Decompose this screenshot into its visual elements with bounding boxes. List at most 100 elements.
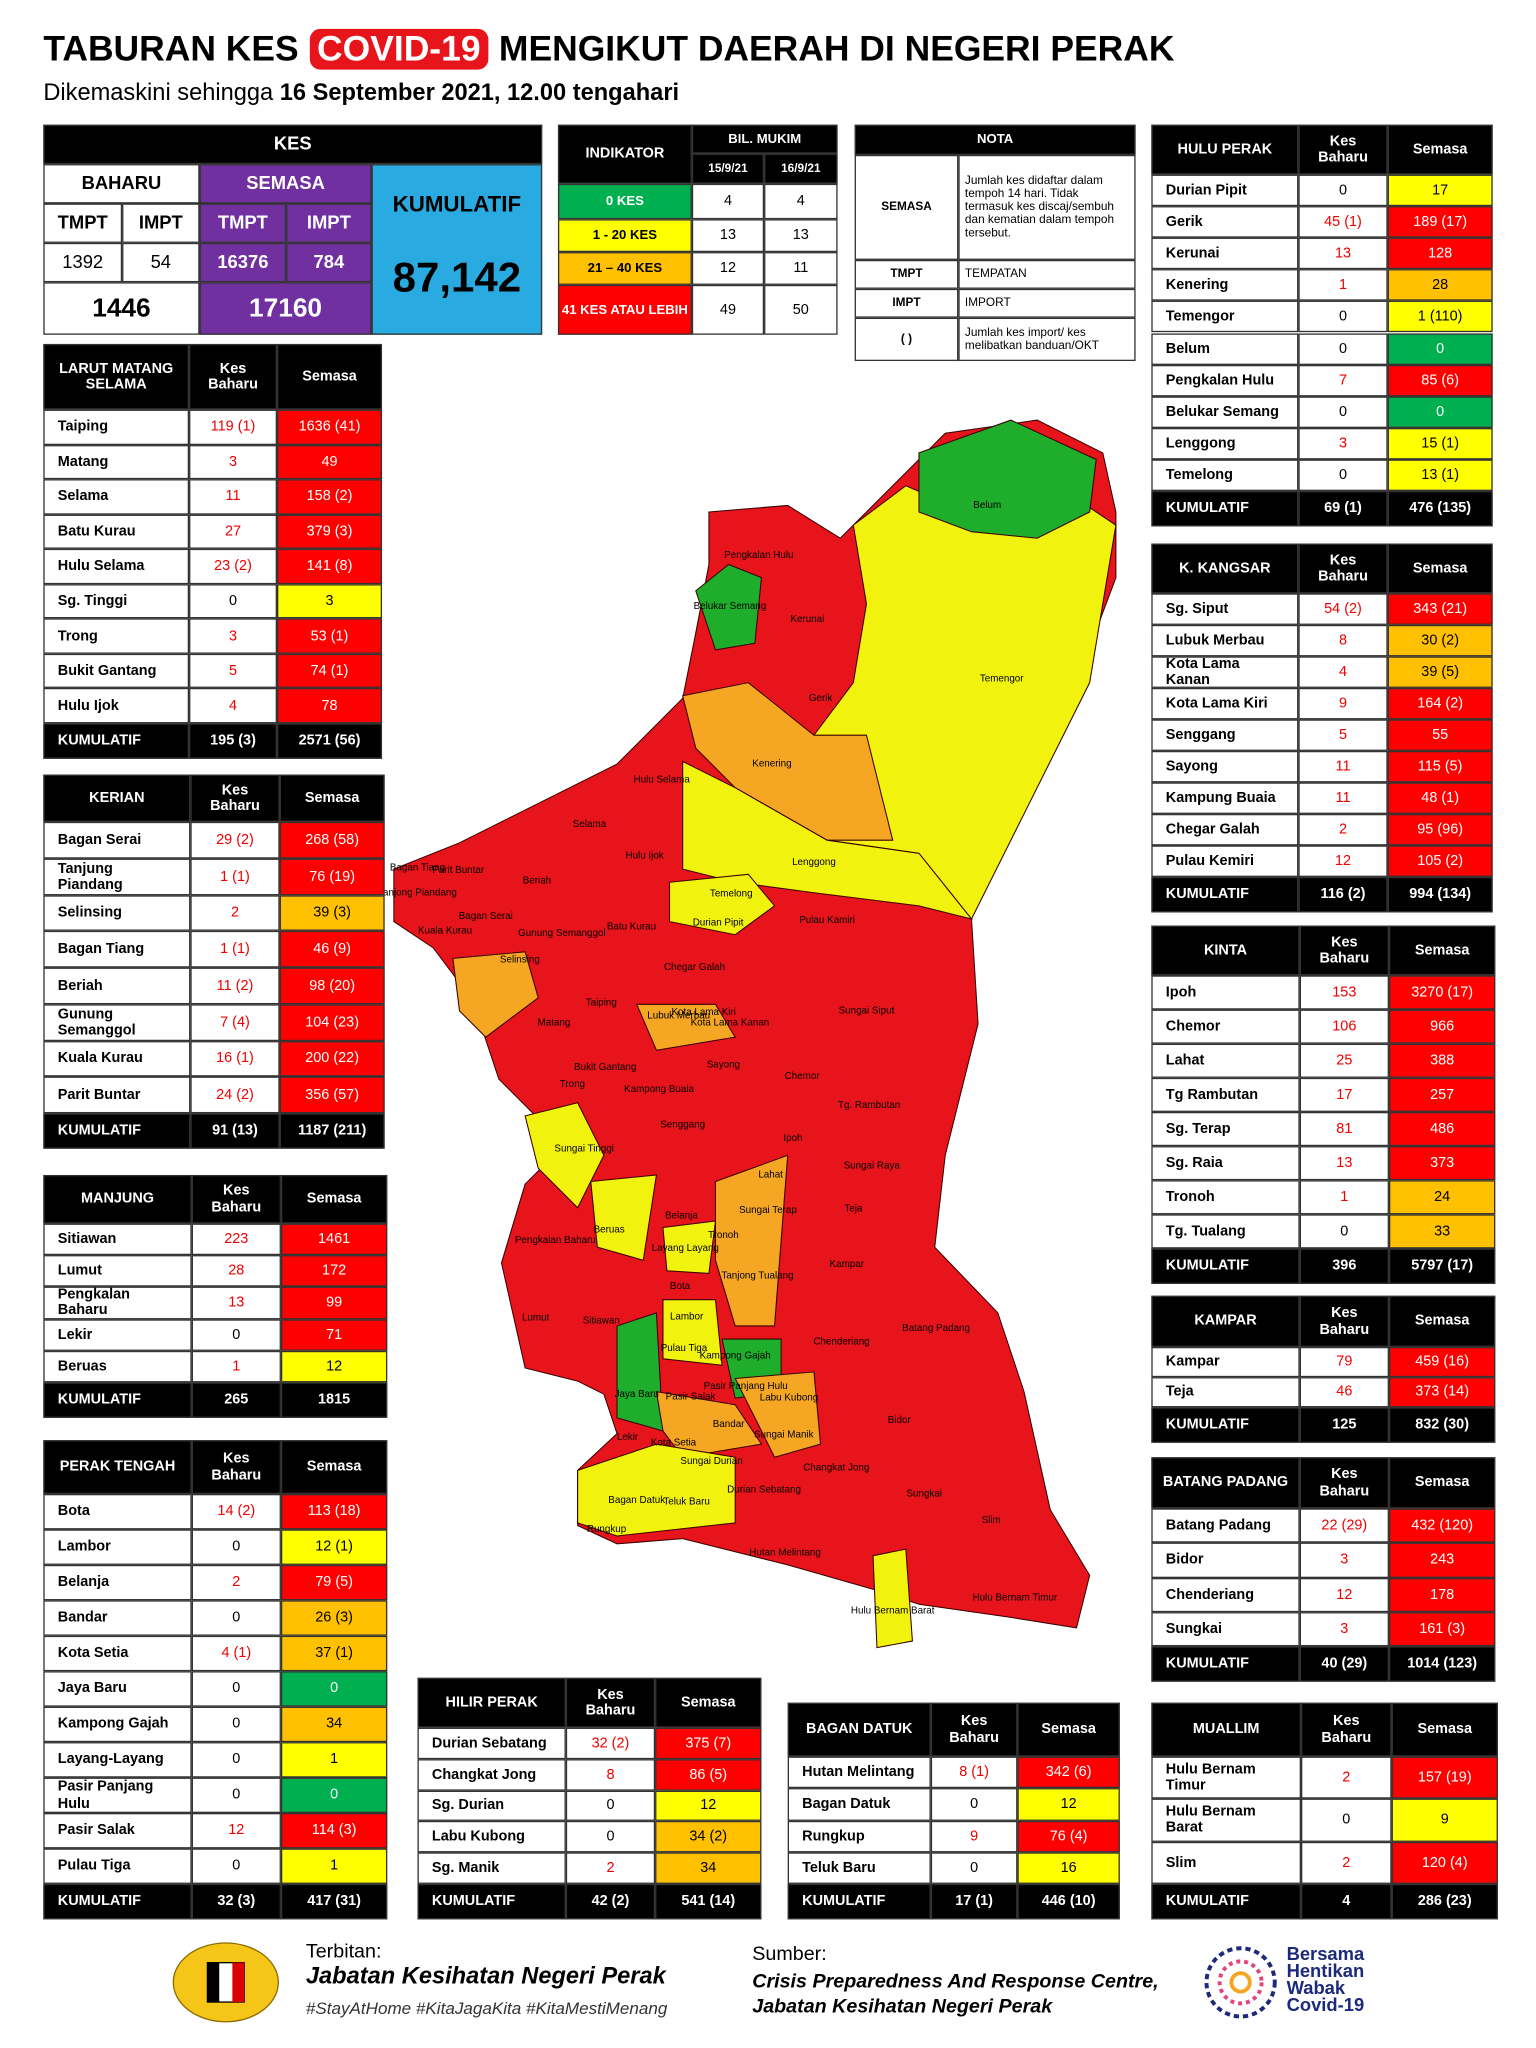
indicator-label: 21 – 40 KES xyxy=(557,252,692,285)
locality-name: Kampung Buaia xyxy=(1151,782,1299,814)
active-cases: 158 (2) xyxy=(277,479,383,515)
locality-name: Taiping xyxy=(43,409,190,445)
active-cases: 1 xyxy=(280,1742,388,1778)
locality-name: Chemor xyxy=(1151,1009,1300,1044)
new-cases: 0 xyxy=(930,1788,1018,1821)
active-cases: 16 xyxy=(1017,1852,1120,1884)
region-yellow xyxy=(662,1220,717,1274)
summary-header: IMPT xyxy=(122,203,200,243)
map-label: Bagan Serai xyxy=(459,911,513,922)
active-cases: 161 (3) xyxy=(1388,1611,1496,1647)
summary-title: KES xyxy=(43,124,543,165)
campaign-line: Hentikan xyxy=(1286,1960,1365,1982)
locality-name: Kampong Gajah xyxy=(43,1706,192,1743)
new-cases: 46 xyxy=(1299,1377,1389,1408)
locality-name: Lenggong xyxy=(1151,427,1299,460)
map-label: Kenering xyxy=(752,759,791,770)
map-label: Sungai Raya xyxy=(844,1160,901,1171)
map-labels: Belum Pengkalan Hulu Belukar Semang Kerunai… xyxy=(378,500,1058,1616)
new-cases: 45 (1) xyxy=(1298,206,1388,238)
new-cases: 4 (1) xyxy=(191,1635,281,1672)
locality-name: Sg. Manik xyxy=(417,1852,566,1884)
district-name: PERAK TENGAH xyxy=(43,1440,192,1494)
map-label: Beriah xyxy=(523,875,551,886)
indicator-date: 15/9/21 xyxy=(691,153,765,184)
campaign-line: Bersama xyxy=(1286,1942,1365,1964)
map-label: Pengkalan Hulu xyxy=(724,550,793,561)
locality-name: Selama xyxy=(43,479,190,515)
map-label: Pulau Kamiri xyxy=(799,915,855,926)
active-cases: 0 xyxy=(280,1777,388,1814)
indicator-label: 41 KES ATAU LEBIH xyxy=(557,284,692,335)
active-cases: 128 xyxy=(1387,237,1493,270)
notes-text: Jumlah kes didaftar dalam tempoh 14 hari… xyxy=(958,154,1136,260)
active-cases: 37 (1) xyxy=(280,1635,388,1672)
active-cases: 141 (8) xyxy=(277,549,383,584)
new-cases: 0 xyxy=(191,1318,281,1351)
map-label: Chegar Galah xyxy=(664,962,725,973)
new-cases: 0 xyxy=(565,1790,656,1822)
source-label: Sumber: xyxy=(752,1942,827,1966)
notes-text: TEMPATAN xyxy=(958,259,1136,289)
new-cases: 0 xyxy=(191,1777,281,1814)
region-orange xyxy=(452,951,539,1038)
map-label: Bidor xyxy=(888,1415,912,1426)
active-cases: 13 (1) xyxy=(1387,459,1493,491)
locality-name: Gunung Semanggol xyxy=(43,1003,191,1041)
active-cases: 172 xyxy=(280,1255,388,1288)
active-cases: 3270 (17) xyxy=(1388,975,1496,1010)
notes-term: SEMASA xyxy=(854,154,959,260)
locality-name: Rungkup xyxy=(787,1820,931,1853)
locality-name: Senggang xyxy=(1151,719,1299,751)
locality-name: Labu Kubong xyxy=(417,1821,566,1853)
new-cases: 2 xyxy=(190,894,280,932)
indicator-count: 4 xyxy=(691,183,765,220)
notes-title: NOTA xyxy=(854,124,1136,155)
locality-name: Hutan Melintang xyxy=(787,1756,931,1789)
map-label: Tanjong Tualang xyxy=(721,1271,793,1282)
active-cases: 78 xyxy=(277,688,383,724)
locality-name: Changkat Jong xyxy=(417,1758,566,1791)
active-cases: 71 xyxy=(280,1318,388,1351)
total-new: 40 (29) xyxy=(1299,1646,1389,1682)
indicator-count: 4 xyxy=(764,183,838,220)
total-new: 116 (2) xyxy=(1298,876,1388,913)
summary-header: IMPT xyxy=(286,203,372,243)
total-active: 2571 (56) xyxy=(277,723,383,759)
new-cases: 11 xyxy=(1298,750,1388,783)
locality-name: Lekir xyxy=(43,1318,192,1351)
total-label: KUMULATIF xyxy=(1151,1646,1300,1682)
summary-value: 17160 xyxy=(199,282,372,335)
locality-name: Bukit Gantang xyxy=(43,653,190,689)
active-cases: 1 (110) xyxy=(1387,301,1493,333)
column-header: Semasa xyxy=(280,1174,388,1224)
total-active: 286 (23) xyxy=(1391,1883,1498,1920)
total-active: 832 (30) xyxy=(1388,1407,1496,1443)
active-cases: 1636 (41) xyxy=(277,409,383,445)
locality-name: Beriah xyxy=(43,967,191,1004)
subtitle-date: 16 September 2021, 12.00 tengahari xyxy=(279,78,680,106)
total-label: KUMULATIF xyxy=(43,1883,192,1920)
new-cases: 0 xyxy=(930,1852,1018,1884)
locality-name: Temelong xyxy=(1151,459,1299,491)
locality-name: Bota xyxy=(43,1493,192,1530)
active-cases: 53 (1) xyxy=(277,618,383,654)
total-new: 125 xyxy=(1299,1407,1389,1443)
active-cases: 74 (1) xyxy=(277,653,383,689)
map-label: Hulu Ijok xyxy=(625,851,663,862)
active-cases: 3 xyxy=(277,583,383,619)
title-text: MENGIKUT DAERAH DI NEGERI PERAK xyxy=(498,28,1175,69)
new-cases: 0 xyxy=(1298,332,1388,365)
summary-value: 54 xyxy=(122,242,200,283)
active-cases: 268 (58) xyxy=(279,821,385,859)
district-name: MANJUNG xyxy=(43,1174,192,1224)
active-cases: 17 xyxy=(1387,174,1493,207)
map-label: Sungai Manik xyxy=(754,1430,814,1441)
column-header: Kes Baharu xyxy=(930,1702,1018,1757)
total-label: KUMULATIF xyxy=(43,723,190,759)
active-cases: 157 (19) xyxy=(1391,1756,1498,1799)
locality-name: Lahat xyxy=(1151,1043,1300,1078)
campaign-line: Wabak xyxy=(1286,1977,1346,1999)
locality-name: Belukar Semang xyxy=(1151,396,1299,428)
column-header: Kes Baharu xyxy=(1301,1702,1392,1757)
